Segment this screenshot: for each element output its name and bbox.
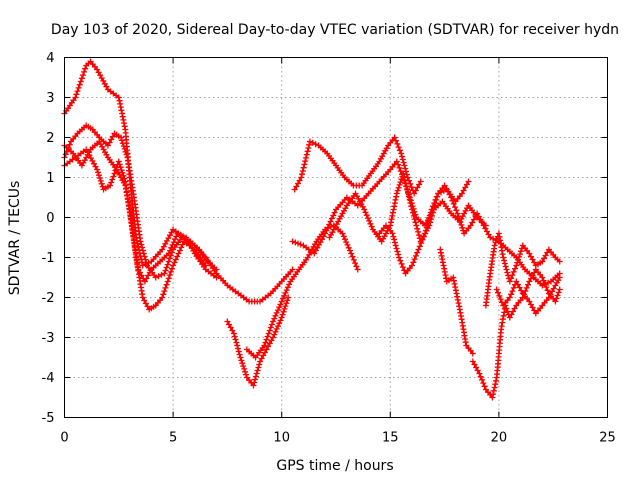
y-tick-label: 0: [46, 211, 54, 226]
y-tick-label: -4: [42, 371, 55, 386]
y-tick-label: -3: [42, 331, 55, 346]
grid: [64, 57, 608, 418]
series-markers: [437, 246, 476, 357]
series-markers: [224, 294, 292, 389]
series-markers: [61, 58, 296, 305]
x-tick-label: 0: [60, 431, 68, 446]
data-layer: [61, 58, 563, 401]
y-tick-label: -5: [42, 411, 55, 426]
series-track-11: [437, 246, 476, 357]
series-track-12: [469, 266, 563, 401]
x-tick-label: 10: [273, 431, 290, 446]
series-track-8: [291, 134, 424, 197]
chart-title: Day 103 of 2020, Sidereal Day-to-day VTE…: [51, 22, 619, 38]
y-tick-label: 2: [46, 131, 54, 146]
series-track-14: [493, 274, 563, 317]
x-tick-label: 20: [491, 431, 508, 446]
series-markers: [291, 134, 424, 197]
series-markers: [243, 222, 361, 361]
series-track-7: [289, 158, 489, 257]
series-markers: [493, 274, 563, 317]
series-track-13: [482, 230, 563, 309]
x-tick-label: 25: [599, 431, 616, 446]
series-track-5: [224, 294, 292, 389]
series-line: [63, 148, 218, 283]
y-axis-label: SDTVAR / TECUs: [7, 181, 23, 296]
series-markers: [61, 146, 220, 285]
y-tick-label: -1: [42, 251, 55, 266]
series-track-10: [376, 182, 563, 289]
x-axis-label: GPS time / hours: [276, 458, 393, 474]
series-track-4: [61, 146, 220, 285]
y-tick-label: 1: [46, 171, 54, 186]
series-markers: [289, 158, 489, 257]
y-tick-label: -2: [42, 291, 55, 306]
x-tick-label: 5: [169, 431, 177, 446]
plot-frame: [64, 57, 608, 418]
series-track-1: [61, 58, 296, 305]
series-markers: [469, 266, 563, 401]
y-tick-label: 3: [46, 91, 54, 106]
y-tick-label: 4: [46, 51, 54, 66]
x-tick-label: 15: [382, 431, 399, 446]
series-track-6: [243, 222, 361, 361]
series-markers: [482, 230, 563, 309]
